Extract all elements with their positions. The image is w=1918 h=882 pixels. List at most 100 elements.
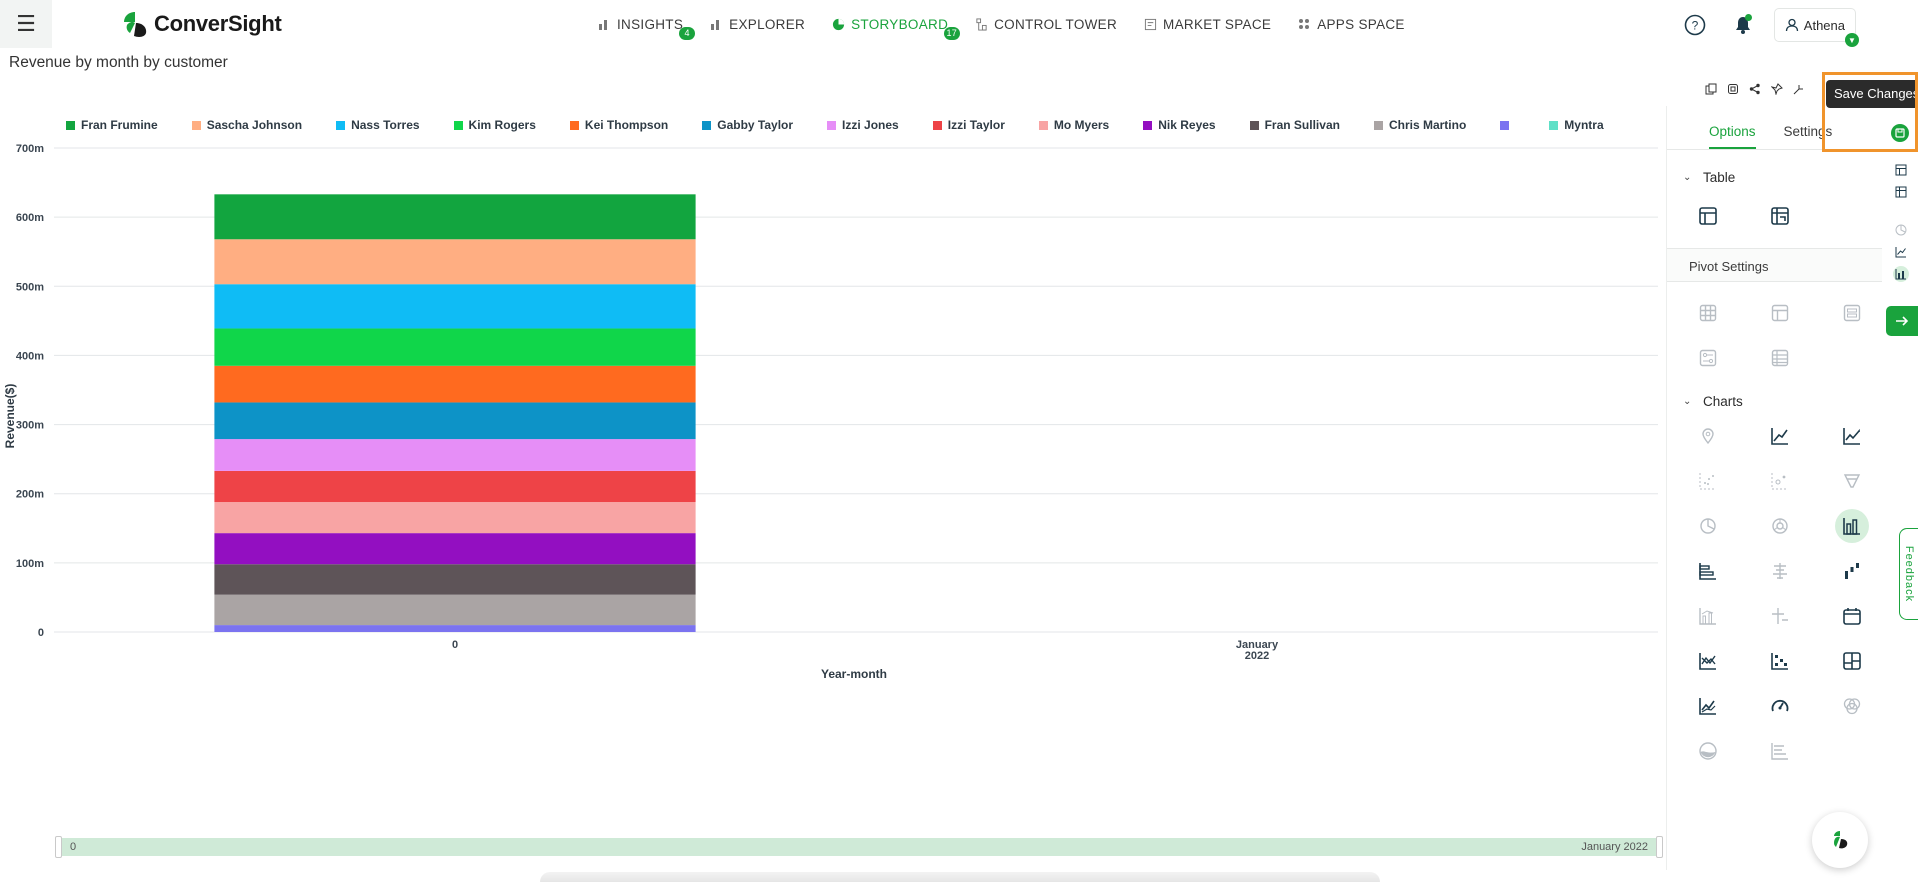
legend-swatch (1143, 120, 1153, 130)
chart-type-heatmap[interactable] (1744, 638, 1816, 683)
share-button[interactable] (1744, 80, 1766, 98)
nav-market-space[interactable]: MARKET SPACE (1143, 17, 1271, 32)
chart-type-text-list[interactable] (1744, 728, 1816, 773)
chart-type-map[interactable] (1672, 413, 1744, 458)
help-button[interactable]: ? (1678, 8, 1712, 42)
chart-type-waterfall[interactable] (1816, 548, 1888, 593)
rail-line-button[interactable] (1893, 244, 1909, 260)
chevron-down-icon: ⌄ (1683, 172, 1692, 183)
waterfall-chart-icon (1835, 554, 1869, 588)
rail-pie-button[interactable] (1893, 222, 1909, 238)
legend-item[interactable]: Fran Frumine (66, 118, 158, 132)
tab-options[interactable]: Options (1709, 124, 1756, 149)
expand-button[interactable] (1788, 80, 1810, 98)
line-chart-icon (1763, 419, 1797, 453)
brand-logo[interactable]: ConverSight (120, 9, 282, 39)
charts-section-toggle[interactable]: ⌄ Charts (1683, 394, 1882, 409)
nav-storyboard[interactable]: STORYBOARD 17 (831, 17, 961, 40)
nav-apps-space[interactable]: APPS SPACE (1297, 17, 1405, 32)
chart-type-pie[interactable] (1672, 503, 1744, 548)
pivot-table-icon (1895, 186, 1907, 198)
chart-type-liquid[interactable] (1672, 728, 1744, 773)
legend-item[interactable]: Izzi Jones (827, 118, 899, 132)
y-tick-label: 300m (16, 420, 44, 432)
y-tick-label: 100m (16, 558, 44, 570)
nav-explorer[interactable]: EXPLORER (709, 17, 805, 32)
chart-type-donut[interactable] (1744, 503, 1816, 548)
hamburger-menu-button[interactable]: ☰ (0, 0, 52, 48)
chart-type-cross[interactable] (1744, 593, 1816, 638)
nav-label: APPS SPACE (1317, 16, 1405, 32)
chart-type-scatter[interactable] (1672, 458, 1744, 503)
legend-item[interactable]: Kei Thompson (569, 118, 668, 132)
calendar-icon (1835, 599, 1869, 633)
chevron-down-icon: ⌄ (1683, 396, 1692, 407)
rail-column-button[interactable] (1893, 266, 1909, 282)
x-axis-title: Year-month (821, 667, 887, 681)
legend-item[interactable]: Nik Reyes (1143, 118, 1216, 132)
tab-settings[interactable]: Settings (1783, 124, 1833, 139)
chart-type-butterfly[interactable] (1744, 548, 1816, 593)
heatmap-icon (1763, 644, 1797, 678)
table-section-toggle[interactable]: ⌄ Table (1683, 170, 1882, 185)
bar-segment (214, 564, 696, 595)
pivot-filter-option[interactable] (1672, 335, 1744, 380)
y-tick-label: 600m (16, 212, 44, 224)
chart-type-line[interactable] (1744, 413, 1816, 458)
chart-type-bubble[interactable] (1744, 458, 1816, 503)
pivot-layout-option[interactable] (1744, 290, 1816, 335)
chart-type-treemap[interactable] (1816, 638, 1888, 683)
legend-item[interactable]: Myntra (1549, 118, 1604, 132)
scatter-chart-icon (1691, 464, 1725, 498)
pivot-table-option[interactable] (1744, 193, 1816, 238)
apply-arrow-button[interactable] (1886, 306, 1918, 336)
legend-item[interactable]: Gabby Taylor (702, 118, 793, 132)
column-chart-icon (1895, 269, 1906, 280)
copy-button[interactable] (1700, 80, 1722, 98)
pivot-list-option[interactable] (1744, 335, 1816, 380)
chart-type-area[interactable] (1816, 413, 1888, 458)
nav-control-tower[interactable]: CONTROL TOWER (974, 17, 1117, 32)
nav-label: EXPLORER (729, 16, 806, 32)
save-changes-tooltip: Save Changes (1826, 80, 1918, 108)
zoom-handle-right[interactable] (1656, 836, 1663, 858)
table-option[interactable] (1672, 193, 1744, 238)
bar-segment (214, 470, 696, 503)
chart-type-column[interactable] (1816, 503, 1888, 548)
save-changes-button[interactable] (1891, 124, 1909, 142)
assistant-launcher-button[interactable] (1812, 812, 1868, 868)
duplicate-button[interactable] (1722, 80, 1744, 98)
legend-item[interactable]: Nass Torres (336, 118, 420, 132)
chart-type-venn[interactable] (1816, 683, 1888, 728)
bottom-scroll-shadow (540, 872, 1380, 882)
legend-item[interactable]: Kim Rogers (453, 118, 536, 132)
chart-type-calendar[interactable] (1816, 593, 1888, 638)
legend-item[interactable]: Chris Martino (1373, 118, 1466, 132)
zoom-slider[interactable]: 0 January 2022 (55, 836, 1663, 858)
zoom-handle-left[interactable] (55, 836, 62, 858)
nav-insights[interactable]: INSIGHTS 4 (597, 17, 696, 40)
chart-type-radar-bar[interactable] (1672, 638, 1744, 683)
pin-button[interactable] (1766, 80, 1788, 98)
user-menu-button[interactable]: Athena ▼ (1773, 8, 1859, 47)
feedback-tab[interactable]: Feedback (1899, 528, 1918, 620)
legend-item[interactable]: Sascha Johnson (191, 118, 302, 132)
main-nav: INSIGHTS 4 EXPLORER STORYBOARD 17 CONTRO… (597, 0, 1431, 48)
treemap-icon (1835, 644, 1869, 678)
legend-label: Nik Reyes (1158, 118, 1216, 132)
legend-item[interactable]: Mo Myers (1038, 118, 1109, 132)
rail-pivot-button[interactable] (1893, 184, 1909, 200)
chart-type-trend[interactable] (1672, 683, 1744, 728)
stacked-bar-chart: 0 100m 200m 300m 400m 500m 600m 700m 0 January202… (3, 143, 1658, 681)
chart-type-combo[interactable] (1672, 593, 1744, 638)
legend-item[interactable] (1500, 120, 1515, 130)
chart-type-funnel[interactable] (1816, 458, 1888, 503)
pivot-summary-option[interactable] (1816, 290, 1888, 335)
chart-type-horizontal-bar[interactable] (1672, 548, 1744, 593)
chart-type-gauge[interactable] (1744, 683, 1816, 728)
pivot-grid-option[interactable] (1672, 290, 1744, 335)
notifications-button[interactable] (1726, 8, 1760, 42)
legend-item[interactable]: Izzi Taylor (932, 118, 1005, 132)
rail-table-button[interactable] (1893, 162, 1909, 178)
legend-item[interactable]: Fran Sullivan (1249, 118, 1340, 132)
